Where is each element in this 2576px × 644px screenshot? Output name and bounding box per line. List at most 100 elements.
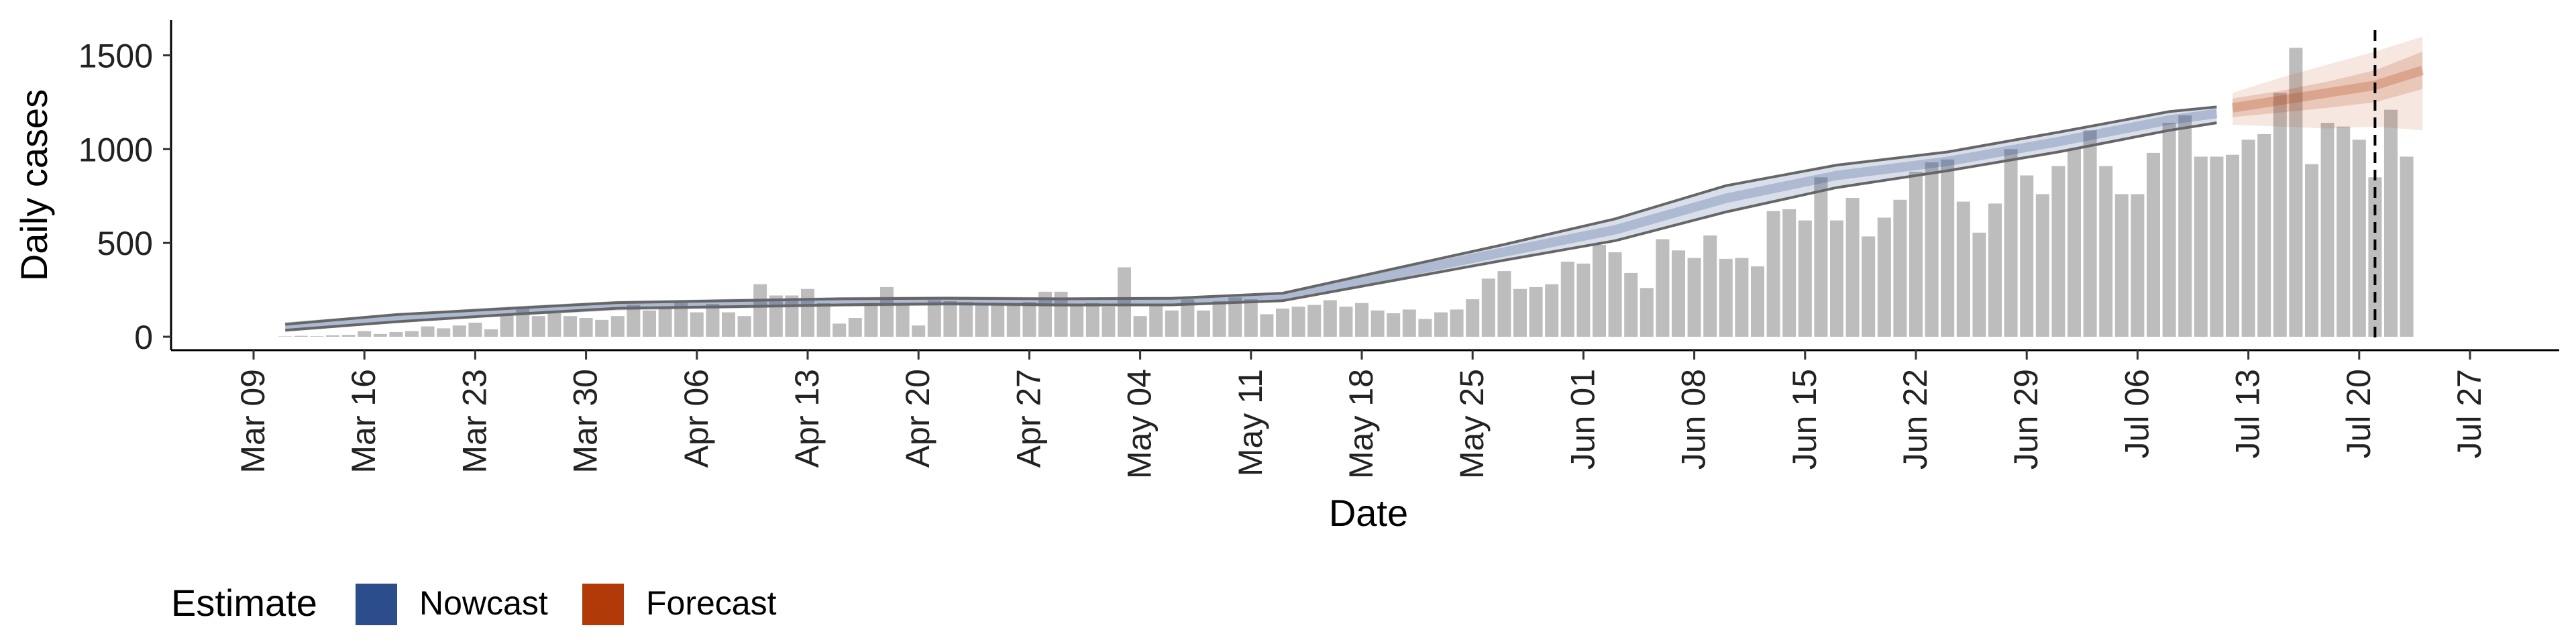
bar <box>1085 303 1099 337</box>
legend-forecast-label: Forecast <box>646 584 777 622</box>
bar <box>864 303 878 337</box>
x-tick-label: Jun 29 <box>2007 369 2045 470</box>
x-tick-label: May 18 <box>1342 369 1380 479</box>
legend-title: Estimate <box>171 582 317 624</box>
bar <box>2337 126 2351 337</box>
bar <box>1434 312 1448 337</box>
bar <box>1845 198 1860 337</box>
legend-forecast-swatch <box>582 584 624 625</box>
bar <box>437 328 451 337</box>
bar <box>2114 194 2129 337</box>
y-axis-label: Daily cases <box>13 89 55 281</box>
bar <box>1862 236 1876 337</box>
x-tick-label: Apr 06 <box>678 369 715 468</box>
bar <box>801 288 814 337</box>
y-tick-label: 0 <box>134 319 153 356</box>
bar <box>1339 307 1353 337</box>
bar <box>516 309 530 337</box>
x-tick-label: Jul 20 <box>2340 369 2377 458</box>
legend-nowcast-swatch <box>356 584 397 625</box>
forecast-median-line <box>2231 66 2424 113</box>
bar <box>1371 310 1385 337</box>
bar <box>2257 133 2271 337</box>
bar <box>1782 209 1796 337</box>
bar <box>880 286 894 337</box>
x-tick-label: Jul 27 <box>2451 369 2488 458</box>
bar <box>1355 303 1368 337</box>
bar <box>912 325 926 337</box>
x-tick-label: Jun 01 <box>1564 369 1601 470</box>
bar <box>896 303 910 337</box>
bar <box>1197 310 1210 337</box>
bar <box>991 304 1005 337</box>
bar <box>1751 266 1764 337</box>
bar <box>690 312 704 337</box>
bar <box>547 313 561 337</box>
bar <box>1814 177 1828 337</box>
bar <box>1276 309 1289 337</box>
x-tick-label: Apr 27 <box>1010 369 1047 468</box>
bar <box>1941 159 1955 337</box>
bar <box>2352 140 2366 337</box>
bar <box>816 303 830 337</box>
bar <box>1893 199 1907 337</box>
bar <box>1703 235 1717 337</box>
bar <box>2400 156 2414 337</box>
bar <box>564 316 577 337</box>
bar <box>1387 313 1401 337</box>
bar <box>1972 232 1986 337</box>
bar <box>2320 123 2334 337</box>
bar <box>959 302 973 337</box>
bar <box>2241 140 2255 337</box>
bar <box>927 300 941 337</box>
bar <box>1450 309 1464 337</box>
bar <box>2289 48 2303 337</box>
bar <box>1640 288 1654 337</box>
bar <box>579 318 593 337</box>
bar <box>1877 217 1891 337</box>
x-tick-label: Apr 20 <box>899 369 936 468</box>
bar <box>1988 203 2002 337</box>
bar <box>2051 166 2065 337</box>
legend: Estimate Nowcast Forecast <box>171 582 777 625</box>
bar <box>531 316 545 337</box>
bar <box>2035 194 2049 337</box>
bar <box>278 336 292 337</box>
bar <box>310 336 324 337</box>
bar <box>2083 130 2097 337</box>
bar <box>1766 211 1780 337</box>
bar <box>341 335 356 337</box>
bar <box>1593 244 1606 337</box>
bar <box>500 314 514 337</box>
bar <box>452 325 466 337</box>
x-tick-label: Apr 13 <box>788 369 826 468</box>
axes-layer <box>170 20 2559 352</box>
bar <box>294 335 308 337</box>
bar <box>1576 263 1591 337</box>
bar <box>1497 271 1511 337</box>
x-ticks: Mar 09 Mar 16 Mar 23 Mar 30 Apr 06 Apr 13 Apr … <box>234 350 2488 479</box>
bar <box>1006 304 1020 337</box>
bar <box>1038 291 1052 337</box>
bar <box>2147 152 2160 337</box>
bar <box>1830 220 1843 337</box>
bar <box>1513 288 1527 337</box>
bar <box>373 333 387 337</box>
bar <box>1956 201 1970 337</box>
y-ticks: 0 500 1000 1500 <box>78 37 171 356</box>
bar <box>1687 258 1701 337</box>
bar <box>326 335 339 337</box>
bar <box>421 326 435 337</box>
bar <box>737 316 751 337</box>
y-tick-label: 500 <box>97 225 153 262</box>
bar <box>975 304 989 337</box>
bar <box>1307 305 1322 337</box>
bar <box>1672 250 1685 337</box>
x-tick-label: Jul 13 <box>2229 369 2267 458</box>
bar <box>1656 239 1670 337</box>
bar <box>1608 252 1622 337</box>
bar <box>1118 267 1131 337</box>
bar <box>389 332 403 337</box>
nowcast-median-line <box>284 109 2218 332</box>
bar <box>1022 302 1036 337</box>
